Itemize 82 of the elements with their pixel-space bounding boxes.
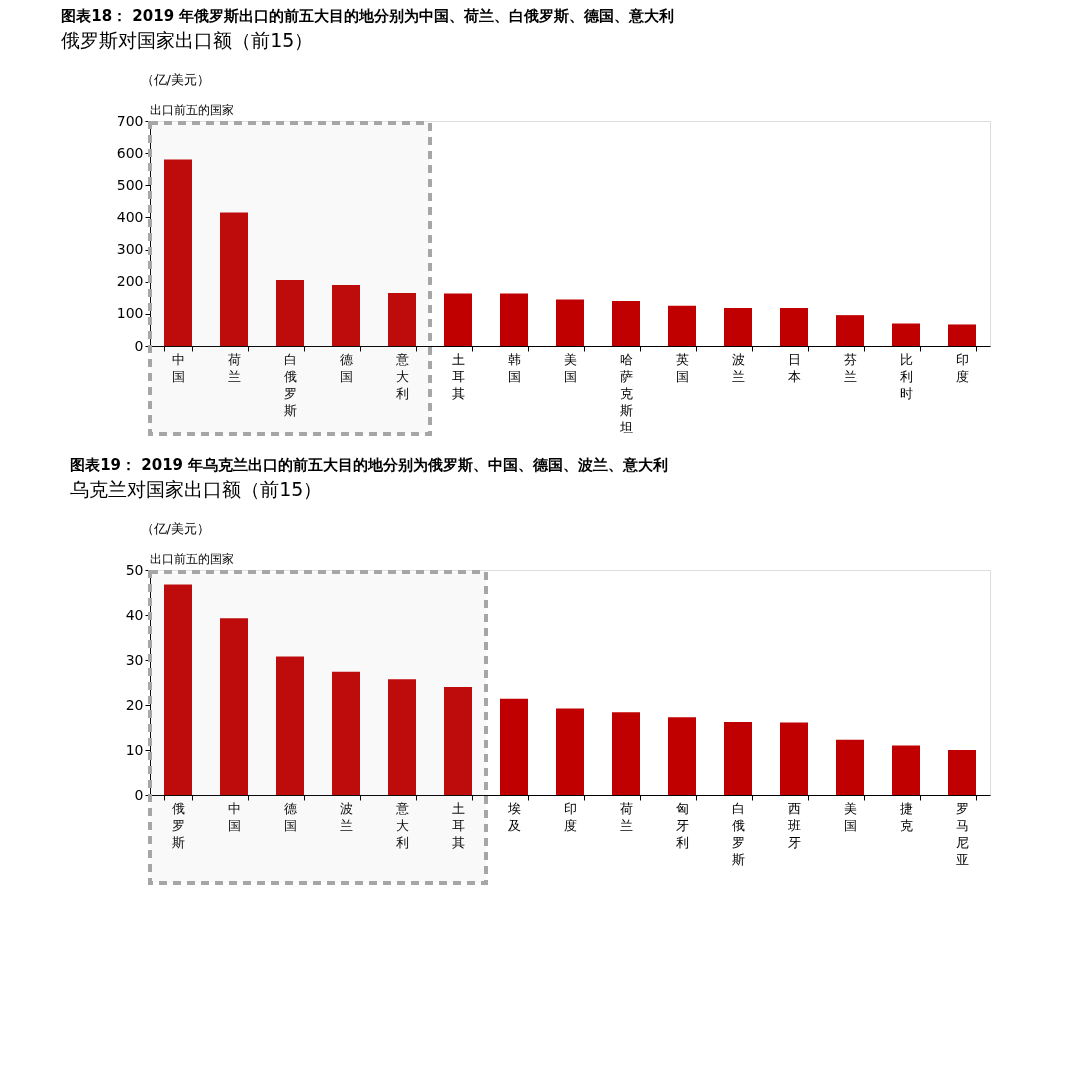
bar	[668, 717, 696, 795]
bar	[612, 301, 640, 346]
bar	[332, 284, 360, 346]
bar	[276, 656, 304, 795]
y-tick-label: 200	[116, 273, 144, 290]
y-axis-title: （亿/美元）	[140, 71, 210, 87]
x-tick-label: 中国	[228, 800, 241, 833]
x-tick-label: 日本	[788, 351, 801, 384]
bar	[388, 679, 416, 795]
x-tick-label: 荷兰	[620, 800, 633, 833]
bar	[556, 708, 584, 795]
bar	[724, 722, 752, 795]
x-tick-label: 波兰	[340, 800, 353, 833]
chart-subtitle: 俄罗斯对国家出口额（前15）	[61, 29, 314, 51]
x-tick-label: 哈萨克斯坦	[619, 351, 633, 435]
y-tick-label: 20	[125, 696, 144, 713]
x-tick-label: 荷兰	[228, 351, 241, 384]
bar	[948, 324, 976, 346]
x-tick-label: 中国	[172, 351, 185, 384]
x-tick-label: 罗马尼亚	[956, 800, 969, 867]
bar	[892, 323, 920, 346]
x-tick-label: 印度	[956, 351, 969, 384]
x-tick-label: 意大利	[395, 351, 409, 401]
y-tick-label: 400	[116, 208, 144, 225]
x-tick-label: 西班牙	[788, 800, 801, 850]
x-tick-label: 波兰	[732, 351, 745, 384]
x-tick-label: 德国	[340, 351, 353, 384]
y-tick-label: 600	[116, 144, 144, 161]
bar	[948, 750, 976, 795]
chart-title: 图表18： 2019 年俄罗斯出口的前五大目的地分别为中国、荷兰、白俄罗斯、德国、意大利	[61, 7, 675, 25]
y-tick-label: 30	[125, 651, 144, 668]
x-tick-label: 土耳其	[452, 351, 465, 401]
x-tick-label: 白俄罗斯	[732, 800, 745, 867]
bar	[220, 212, 248, 346]
y-tick-label: 10	[125, 741, 144, 758]
x-tick-label: 美国	[564, 351, 577, 384]
bar	[500, 293, 528, 346]
bar	[164, 159, 192, 346]
bar	[836, 315, 864, 346]
x-tick-label: 美国	[844, 800, 857, 833]
bar	[668, 305, 696, 346]
bar	[556, 299, 584, 346]
y-tick-label: 0	[134, 337, 144, 354]
bar	[164, 584, 192, 795]
chart-title: 图表19： 2019 年乌克兰出口的前五大目的地分别为俄罗斯、中国、德国、波兰、意大利	[70, 456, 669, 474]
bar	[780, 308, 808, 346]
bar	[612, 712, 640, 795]
bar	[780, 722, 808, 795]
x-tick-label: 意大利	[395, 800, 409, 850]
x-tick-label: 芬兰	[844, 351, 857, 384]
x-tick-label: 匈牙利	[676, 800, 689, 850]
x-tick-label: 捷克	[900, 800, 913, 833]
y-axis-title: （亿/美元）	[140, 520, 210, 536]
x-tick-label: 俄罗斯	[172, 800, 185, 850]
y-tick-label: 700	[116, 112, 144, 129]
x-tick-label: 德国	[284, 800, 297, 833]
bar	[276, 280, 304, 346]
chart-subtitle: 乌克兰对国家出口额（前15）	[70, 478, 323, 500]
x-tick-label: 印度	[564, 800, 577, 833]
x-tick-label: 韩国	[508, 351, 521, 384]
bar	[836, 739, 864, 795]
band-label: 出口前五的国家	[150, 103, 234, 117]
bar	[444, 687, 472, 795]
y-tick-label: 300	[116, 241, 144, 258]
y-tick-label: 50	[125, 561, 144, 578]
bar	[444, 293, 472, 346]
x-tick-label: 埃及	[507, 800, 521, 833]
y-tick-label: 100	[116, 305, 144, 322]
x-tick-label: 土耳其	[452, 800, 465, 850]
bar	[332, 671, 360, 795]
bar	[724, 308, 752, 346]
y-tick-label: 40	[125, 606, 144, 623]
bar	[388, 292, 416, 346]
x-tick-label: 白俄罗斯	[284, 351, 297, 418]
bar	[500, 698, 528, 795]
bar	[220, 618, 248, 795]
y-tick-label: 500	[116, 176, 144, 193]
bar	[892, 745, 920, 795]
x-tick-label: 英国	[676, 351, 689, 384]
x-tick-label: 比利时	[900, 351, 913, 401]
band-label: 出口前五的国家	[150, 552, 234, 566]
y-tick-label: 0	[134, 786, 144, 803]
